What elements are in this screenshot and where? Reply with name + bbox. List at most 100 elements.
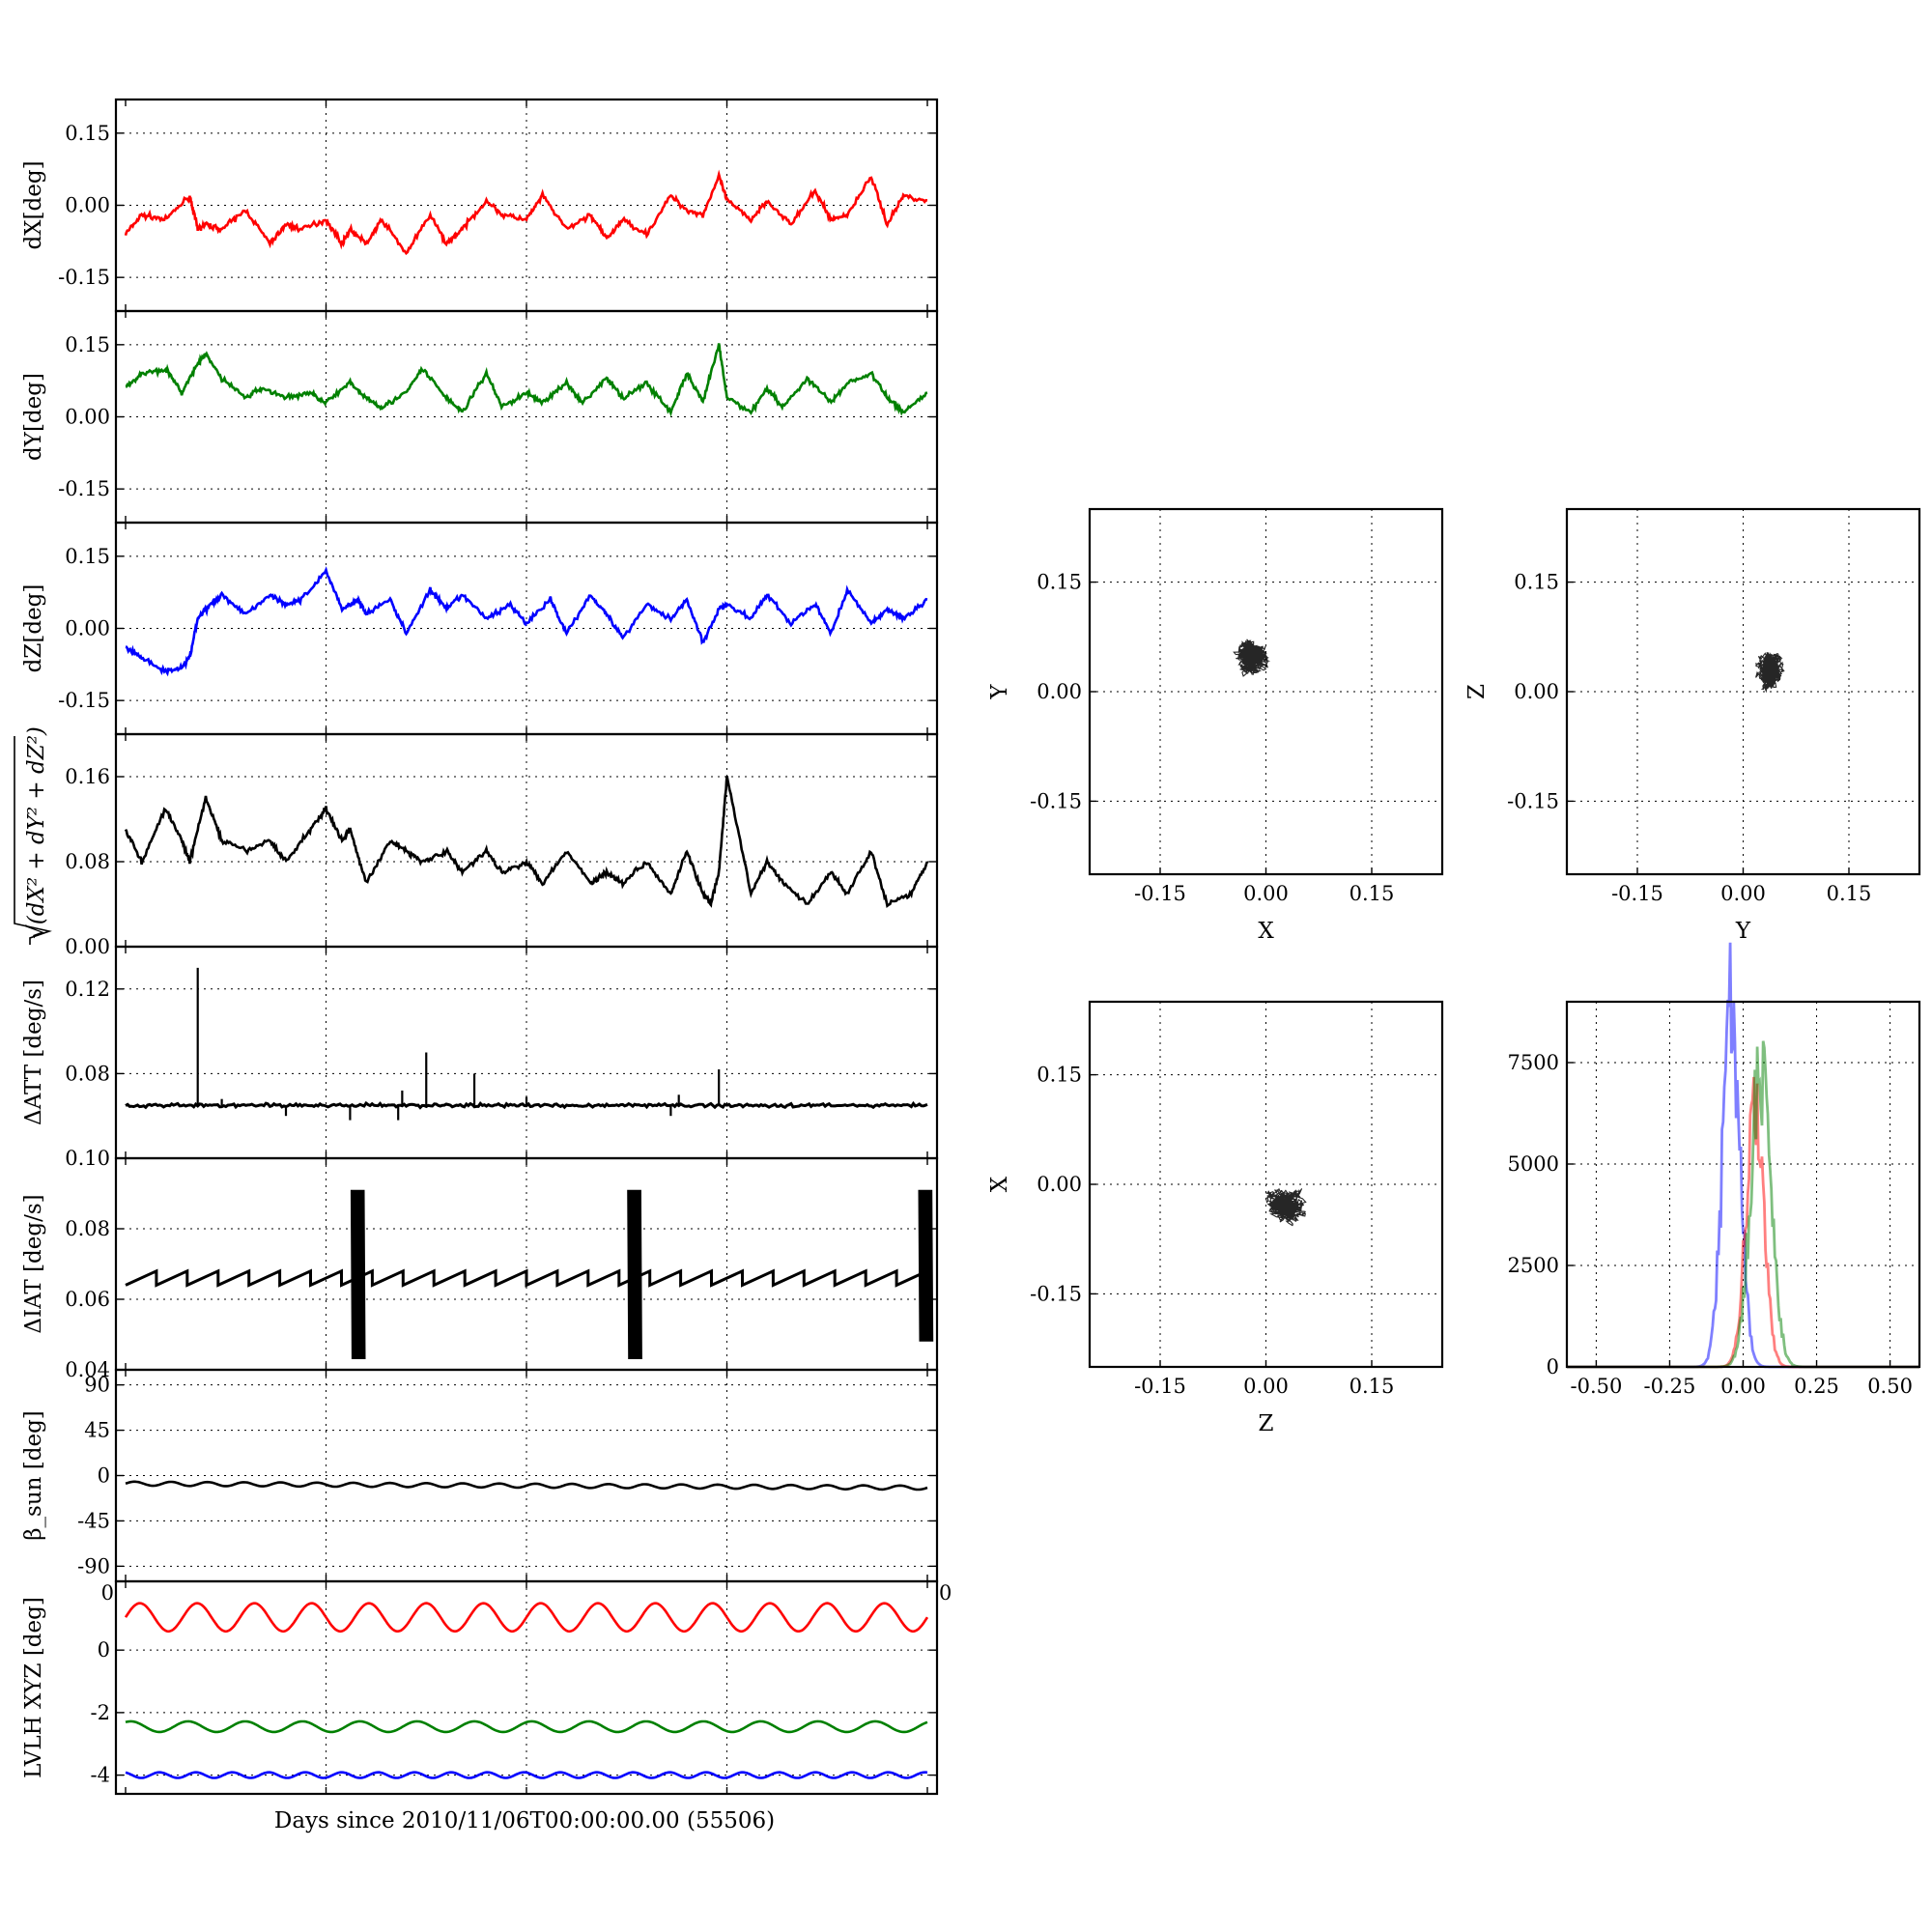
y-tick-label: -0.15 [58,266,110,289]
series-line [125,1100,928,1110]
y-axis-label: Z [1464,684,1490,699]
y-tick-label: 0.10 [65,1147,110,1170]
x-tick-label: 0.50 [1867,1375,1913,1398]
y-tick-label: -0.15 [1507,789,1559,812]
y-tick-label: 0.00 [65,617,110,640]
x-tick-label: 0.00 [1243,1375,1289,1398]
y-axis-label: √(dX² + dY² + dZ²) [14,726,52,945]
series-line [125,1771,928,1779]
scatter-panel-1 [1565,507,1921,876]
trajectory [1755,652,1785,694]
extra-tick-label: 0 [101,1581,114,1605]
y-tick-label: 0.08 [65,850,110,873]
y-tick-label: 0.15 [1037,571,1082,594]
y-tick-label: -90 [77,1554,110,1577]
y-tick-label: -2 [91,1701,110,1724]
panel-frame [114,1579,939,1796]
series-line [124,1602,929,1634]
y-axis-label: Y [987,684,1012,700]
trajectory [1264,1187,1307,1227]
y-axis-label: ΔATT [deg/s] [21,980,46,1125]
histogram-panel [1565,942,1921,1369]
panel-7 [114,1579,939,1796]
y-axis-label: dX[deg] [21,160,46,249]
x-tick-label: -0.50 [1570,1375,1622,1398]
y-tick-label: 0.15 [1514,571,1559,594]
y-tick-label: 0.00 [1514,680,1559,703]
y-axis-label: ΔIAT [deg/s] [21,1194,46,1333]
x-tick-label: 0.15 [1350,1375,1395,1398]
sqrt-sign [14,736,52,945]
trajectory [1233,639,1271,677]
y-tick-label: 45 [84,1419,110,1442]
y-tick-label: -0.15 [58,689,110,712]
y-tick-label: 0.12 [65,978,110,1001]
y-tick-label: 0.00 [1037,1173,1082,1196]
y-tick-label: 0.00 [65,194,110,217]
panel-frame [1565,507,1921,876]
panel-frame [1565,1000,1921,1369]
x-axis-label: Z [1259,1411,1274,1436]
y-tick-label: 0.06 [65,1288,110,1311]
y-tick-label: 7500 [1508,1051,1559,1074]
burst [918,1189,934,1342]
scatter-panel-0 [1088,507,1444,876]
y-tick-label: 0.15 [65,122,110,145]
x-tick-label: -0.15 [1134,882,1186,905]
y-tick-label: 0.16 [65,765,110,788]
y-tick-label: 0.00 [1037,680,1082,703]
series-line [124,169,928,256]
panel-6 [114,1368,939,1583]
x-tick-label: 0.15 [1827,882,1872,905]
y-tick-label: -4 [91,1764,110,1787]
y-tick-label: 0.00 [65,406,110,429]
series-line [125,566,928,677]
y-axis-label: β_sun [deg] [21,1410,46,1541]
y-tick-label: 2500 [1508,1254,1559,1277]
scatter-panel-2 [1088,1000,1444,1369]
y-axis-label: dY[deg] [21,373,46,461]
x-axis-label: X [1258,919,1274,944]
panel-4 [114,945,939,1160]
y-tick-label: 0.08 [65,1062,110,1085]
series-line [125,1268,928,1288]
y-axis-label: LVLH XYZ [deg] [21,1597,46,1778]
x-tick-label: 0.00 [1720,882,1766,905]
burst [350,1189,366,1360]
burst [627,1189,642,1360]
y-tick-label: 0.00 [65,935,110,958]
x-tick-label: 0.25 [1794,1375,1839,1398]
y-tick-label: 0.15 [1037,1064,1082,1087]
x-tick-label: 0.00 [1720,1375,1766,1398]
x-tick-label: -0.15 [1134,1375,1186,1398]
bottom-x-axis-label: Days since 2010/11/06T00:00:00.00 (55506… [274,1808,775,1833]
series-line [125,343,928,417]
x-axis-label: Y [1735,919,1751,944]
series-line [124,776,929,909]
x-tick-label: 0.15 [1350,882,1395,905]
y-tick-label: 90 [84,1374,110,1397]
y-tick-label: 0 [98,1464,110,1488]
y-axis-label: X [987,1176,1012,1192]
x-tick-label: -0.25 [1644,1375,1696,1398]
x-tick-label: 0.00 [1243,882,1289,905]
y-tick-label: 0.15 [65,333,110,356]
y-tick-label: 5000 [1508,1152,1559,1176]
y-tick-label: 0.15 [65,545,110,568]
y-tick-label: -45 [77,1509,110,1532]
y-axis-label: dZ[deg] [21,584,46,673]
panel-frame [1088,507,1444,876]
y-tick-label: 0 [1547,1355,1559,1378]
extra-tick-label: 0 [939,1581,952,1605]
y-axis-label-text: √(dX² + dY² + dZ²) [24,726,49,939]
x-tick-label: -0.15 [1611,882,1663,905]
y-tick-label: 0.08 [65,1217,110,1240]
series-line [125,1719,928,1734]
y-tick-label: -0.15 [1030,1282,1082,1305]
y-tick-label: 0.04 [65,1358,110,1381]
y-tick-label: -0.15 [58,477,110,500]
y-tick-label: 0 [98,1638,110,1662]
panel-frame [1088,1000,1444,1369]
y-tick-label: -0.15 [1030,789,1082,812]
